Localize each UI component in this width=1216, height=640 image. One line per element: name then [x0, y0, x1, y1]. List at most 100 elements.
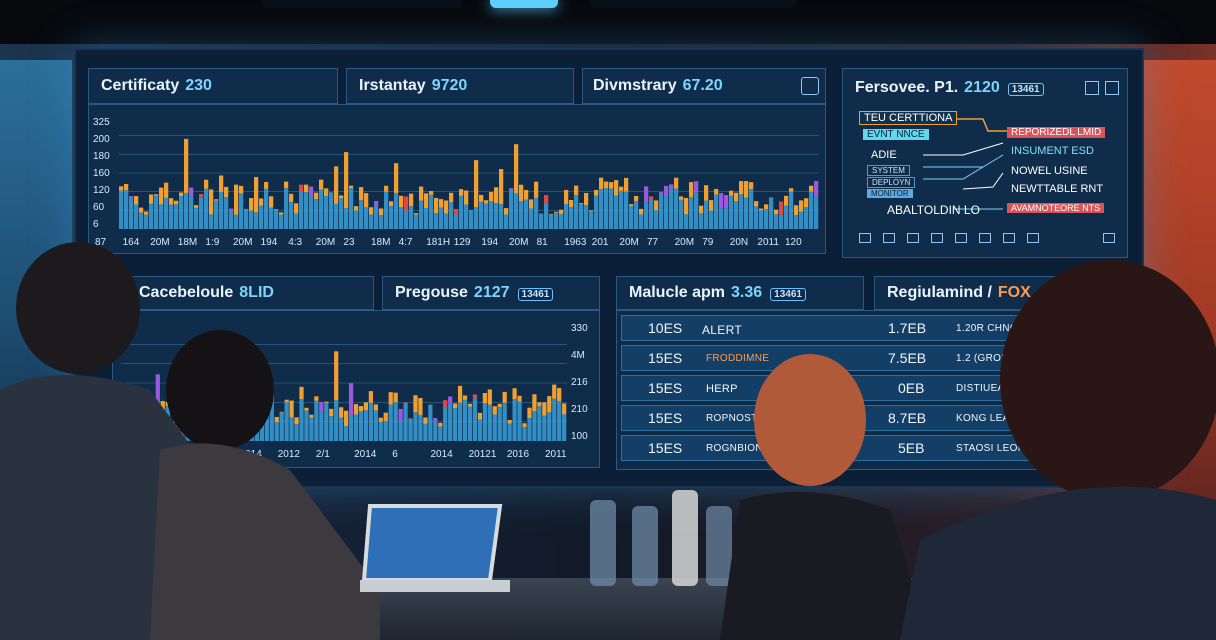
panel-header-malucle: Malucle apm 3.36 13461 [616, 276, 864, 310]
x-tick-label: 20M [315, 237, 336, 248]
chart-bar-segment [659, 192, 664, 194]
x-tick-label: 1963 [564, 237, 587, 248]
chart-bar-segment [363, 402, 369, 411]
toolbar-icon[interactable] [955, 233, 967, 243]
panel-title: Divmstrary 67.20 [593, 77, 723, 95]
chart-bar [254, 212, 259, 229]
x-tick-label: 194 [481, 237, 499, 248]
chart-bar [517, 401, 522, 441]
chart-bar-segment [324, 401, 329, 403]
x-tick-label: 18M [371, 237, 391, 248]
chart-bar-segment [443, 400, 448, 409]
expand-icon[interactable] [801, 77, 819, 95]
chart-bar [408, 418, 413, 441]
chart-bar [438, 426, 443, 441]
chart-bar-segment [209, 189, 214, 215]
chart-bar [314, 199, 319, 229]
chart-bar [264, 188, 269, 229]
y-tick-label: 180 [93, 151, 110, 162]
ceiling-fixture [590, 0, 796, 8]
toolbar-icon[interactable] [883, 233, 895, 243]
toolbar-icon[interactable] [979, 233, 991, 243]
chart-bar [180, 426, 185, 441]
chart-bar [784, 205, 789, 229]
toolbar-icon[interactable] [1027, 233, 1039, 243]
chart-bar [492, 414, 497, 441]
top-bar-chart [119, 117, 819, 229]
chart-bar [507, 423, 512, 441]
chart-bar [754, 206, 759, 229]
row-status: KONG LEAMID [956, 413, 1029, 424]
chart-bar [594, 195, 599, 229]
x-tick-label: 2/1 [315, 449, 330, 460]
panel-value: 8LID [239, 284, 274, 301]
chart-bar-segment [519, 184, 524, 201]
chart-bar [532, 411, 537, 441]
chart-bar-segment [474, 160, 479, 208]
panel-title: Irstantay 9720 [359, 77, 467, 95]
chart-bar [374, 205, 379, 229]
panel-header-irstantay: Irstantay 9720 [346, 68, 574, 104]
chart-bar-segment [404, 196, 409, 211]
ceiling-fixture [262, 0, 462, 8]
chart-bar-segment [502, 391, 507, 403]
x-tick-label: 81 [536, 237, 548, 248]
toolbar-icon[interactable] [1103, 233, 1115, 243]
x-tick-label: 4:3 [288, 237, 303, 248]
panel-value: 2127 [473, 284, 510, 301]
chart-bar [444, 213, 449, 229]
row-value: 5EB [898, 440, 925, 456]
chart-bar [139, 212, 144, 229]
chart-bar-segment [155, 374, 160, 412]
toolbar-icon[interactable] [859, 233, 871, 243]
chart-bar [739, 194, 744, 229]
chart-bar-segment [504, 208, 509, 215]
chart-bar [239, 193, 244, 229]
toolbar-icon[interactable] [907, 233, 919, 243]
chart-bar-segment [359, 187, 364, 201]
x-tick-label: 2014 [430, 449, 453, 460]
chart-bar [539, 213, 544, 229]
chart-bar [363, 410, 369, 441]
toolbar-icon[interactable] [931, 233, 943, 243]
chart-bar-segment [169, 198, 174, 205]
chart-bar-segment [759, 208, 764, 211]
chart-bar-segment [399, 195, 404, 208]
chart-bar-segment [532, 394, 537, 412]
chart-bar [564, 204, 569, 229]
chart-bar-segment [514, 144, 519, 194]
chart-bar [512, 399, 517, 441]
close-icon[interactable] [1105, 81, 1119, 95]
chart-bar-segment [119, 186, 124, 191]
chart-bar [429, 194, 434, 229]
chart-bar [174, 204, 179, 229]
settings-icon[interactable] [1085, 81, 1099, 95]
chart-bar-segment [709, 200, 714, 211]
chart-bar-segment [439, 199, 444, 208]
chart-bar-segment [779, 201, 784, 215]
chart-bar [497, 406, 502, 441]
chart-bar [304, 192, 309, 229]
chart-bar-segment [289, 400, 294, 418]
x-tick-label: 164 [122, 237, 140, 248]
x-tick-label: 4:7 [398, 237, 413, 248]
chart-bar [764, 209, 769, 229]
chart-bar-segment [434, 197, 439, 214]
chart-bar-segment [557, 388, 562, 402]
chart-bar [269, 207, 274, 229]
chart-bar [154, 195, 159, 229]
panel-header-certificaty: Certificaty 230 [88, 68, 338, 104]
chart-bar [179, 196, 184, 229]
chart-bar [299, 399, 304, 441]
chart-bar-segment [369, 207, 374, 215]
toolbar-icon[interactable] [1003, 233, 1015, 243]
chart-bar [449, 202, 454, 229]
chart-bar [527, 417, 532, 441]
chart-bar [487, 404, 492, 441]
chart-bar [529, 208, 534, 229]
chart-bar-segment [224, 186, 229, 198]
chart-bar [334, 203, 339, 229]
chart-bar-segment [403, 402, 408, 403]
x-tick-label: 129 [453, 237, 471, 248]
chart-bar [462, 399, 468, 441]
